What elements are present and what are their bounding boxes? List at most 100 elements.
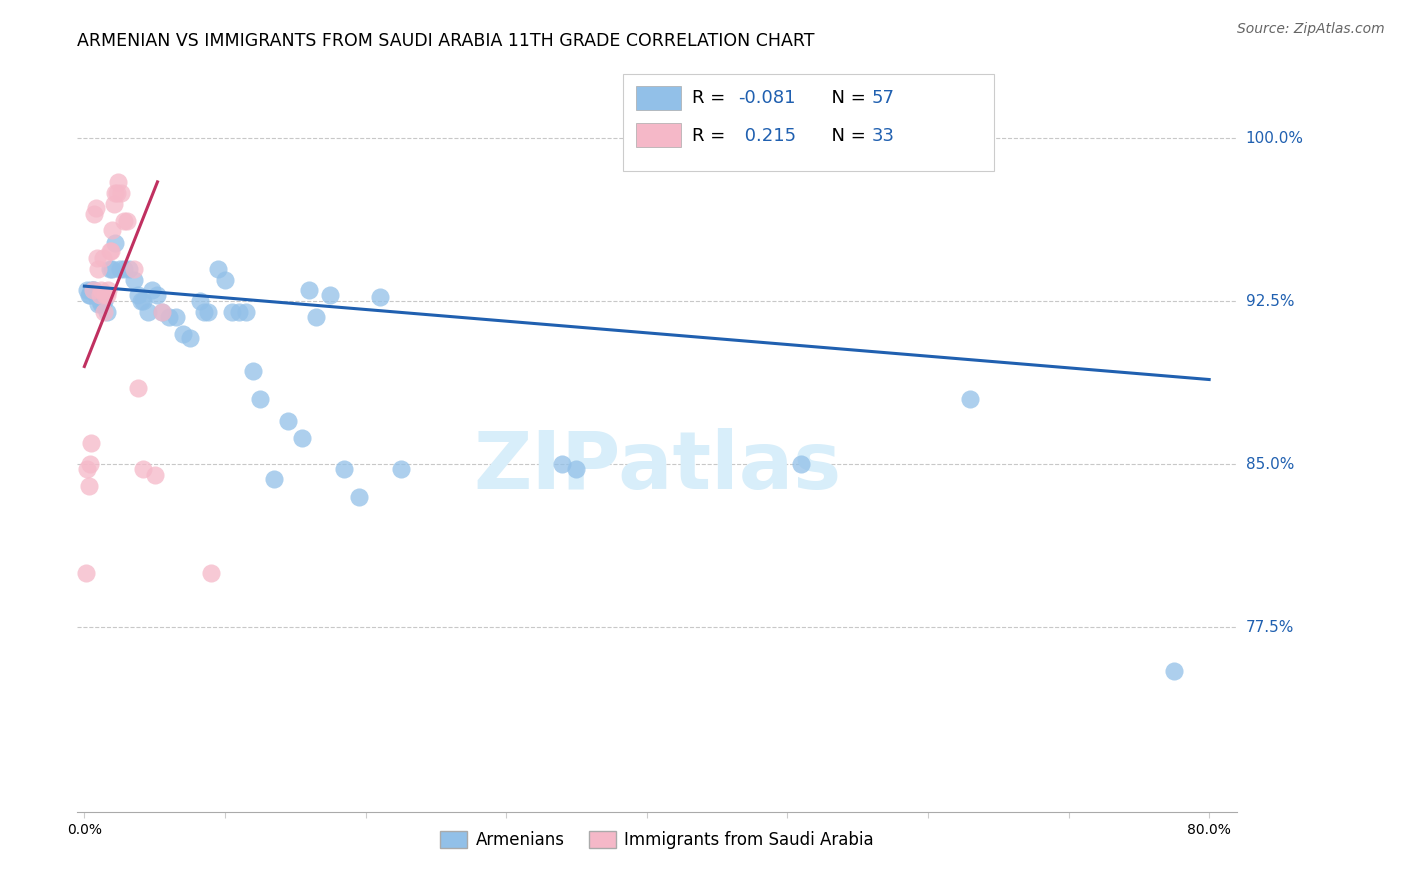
Point	[83, 207, 105, 221]
Point	[1163, 664, 1185, 678]
Point	[319, 288, 342, 302]
Point	[80, 284, 103, 298]
Point	[96, 288, 118, 302]
Point	[347, 490, 370, 504]
Point	[200, 566, 222, 580]
Point	[228, 305, 250, 319]
Point	[90, 296, 112, 310]
Point	[79, 288, 101, 302]
Text: 77.5%: 77.5%	[1246, 620, 1294, 634]
Point	[249, 392, 271, 406]
Point	[105, 186, 128, 200]
Point	[389, 461, 412, 475]
Point	[91, 251, 114, 265]
Point	[77, 479, 100, 493]
Point	[77, 288, 100, 302]
Point	[291, 431, 314, 445]
Text: R =: R =	[692, 127, 731, 145]
Point	[333, 461, 356, 475]
Point	[96, 305, 118, 319]
Point	[98, 244, 121, 259]
Point	[157, 310, 180, 324]
Point	[277, 414, 299, 428]
Point	[83, 284, 105, 298]
Point	[221, 305, 243, 319]
Point	[89, 294, 111, 309]
Point	[790, 457, 813, 471]
Point	[87, 261, 110, 276]
Point	[305, 310, 328, 324]
Point	[115, 214, 138, 228]
FancyBboxPatch shape	[637, 123, 681, 147]
Point	[104, 186, 127, 200]
Point	[179, 331, 201, 345]
Point	[188, 294, 211, 309]
Point	[75, 566, 97, 580]
Point	[82, 284, 104, 298]
Point	[172, 326, 194, 341]
Text: 85.0%: 85.0%	[1246, 457, 1294, 472]
Point	[132, 294, 155, 309]
Point	[565, 461, 588, 475]
Point	[127, 288, 149, 302]
Point	[122, 272, 145, 286]
FancyBboxPatch shape	[623, 74, 994, 171]
Point	[80, 435, 103, 450]
Point	[242, 364, 264, 378]
Point	[141, 284, 163, 298]
Point	[87, 296, 110, 310]
Point	[132, 461, 155, 475]
Point	[90, 284, 112, 298]
Legend: Armenians, Immigrants from Saudi Arabia: Armenians, Immigrants from Saudi Arabia	[434, 824, 880, 855]
Point	[129, 294, 152, 309]
Point	[89, 288, 111, 302]
Point	[150, 305, 173, 319]
Point	[127, 381, 149, 395]
Text: ZIPatlas: ZIPatlas	[474, 428, 841, 506]
Point	[146, 288, 169, 302]
Point	[110, 186, 132, 200]
Point	[197, 305, 219, 319]
Point	[84, 288, 107, 302]
Text: N =: N =	[820, 127, 872, 145]
Text: N =: N =	[820, 89, 872, 107]
Text: 0.215: 0.215	[738, 127, 796, 145]
Point	[97, 284, 120, 298]
Point	[91, 294, 114, 309]
Point	[101, 222, 124, 236]
Point	[101, 261, 124, 276]
Point	[122, 261, 145, 276]
Point	[959, 392, 981, 406]
Point	[108, 261, 131, 276]
Point	[112, 214, 135, 228]
FancyBboxPatch shape	[637, 86, 681, 110]
Point	[214, 272, 236, 286]
Point	[86, 251, 108, 265]
Point	[143, 468, 166, 483]
Text: Source: ZipAtlas.com: Source: ZipAtlas.com	[1237, 22, 1385, 37]
Point	[86, 288, 108, 302]
Point	[112, 261, 135, 276]
Point	[207, 261, 229, 276]
Point	[118, 261, 141, 276]
Text: 57: 57	[872, 89, 894, 107]
Text: 33: 33	[872, 127, 894, 145]
Point	[136, 305, 159, 319]
Text: -0.081: -0.081	[738, 89, 796, 107]
Text: 100.0%: 100.0%	[1246, 131, 1303, 146]
Text: ARMENIAN VS IMMIGRANTS FROM SAUDI ARABIA 11TH GRADE CORRELATION CHART: ARMENIAN VS IMMIGRANTS FROM SAUDI ARABIA…	[77, 32, 815, 50]
Point	[235, 305, 257, 319]
Point	[94, 288, 117, 302]
Point	[298, 284, 321, 298]
Point	[104, 235, 127, 250]
Point	[263, 472, 285, 486]
Point	[165, 310, 187, 324]
Point	[93, 294, 115, 309]
Point	[76, 461, 98, 475]
Text: 92.5%: 92.5%	[1246, 293, 1294, 309]
Point	[107, 175, 129, 189]
Text: R =: R =	[692, 89, 731, 107]
Point	[93, 305, 115, 319]
Point	[103, 196, 125, 211]
Point	[100, 244, 122, 259]
